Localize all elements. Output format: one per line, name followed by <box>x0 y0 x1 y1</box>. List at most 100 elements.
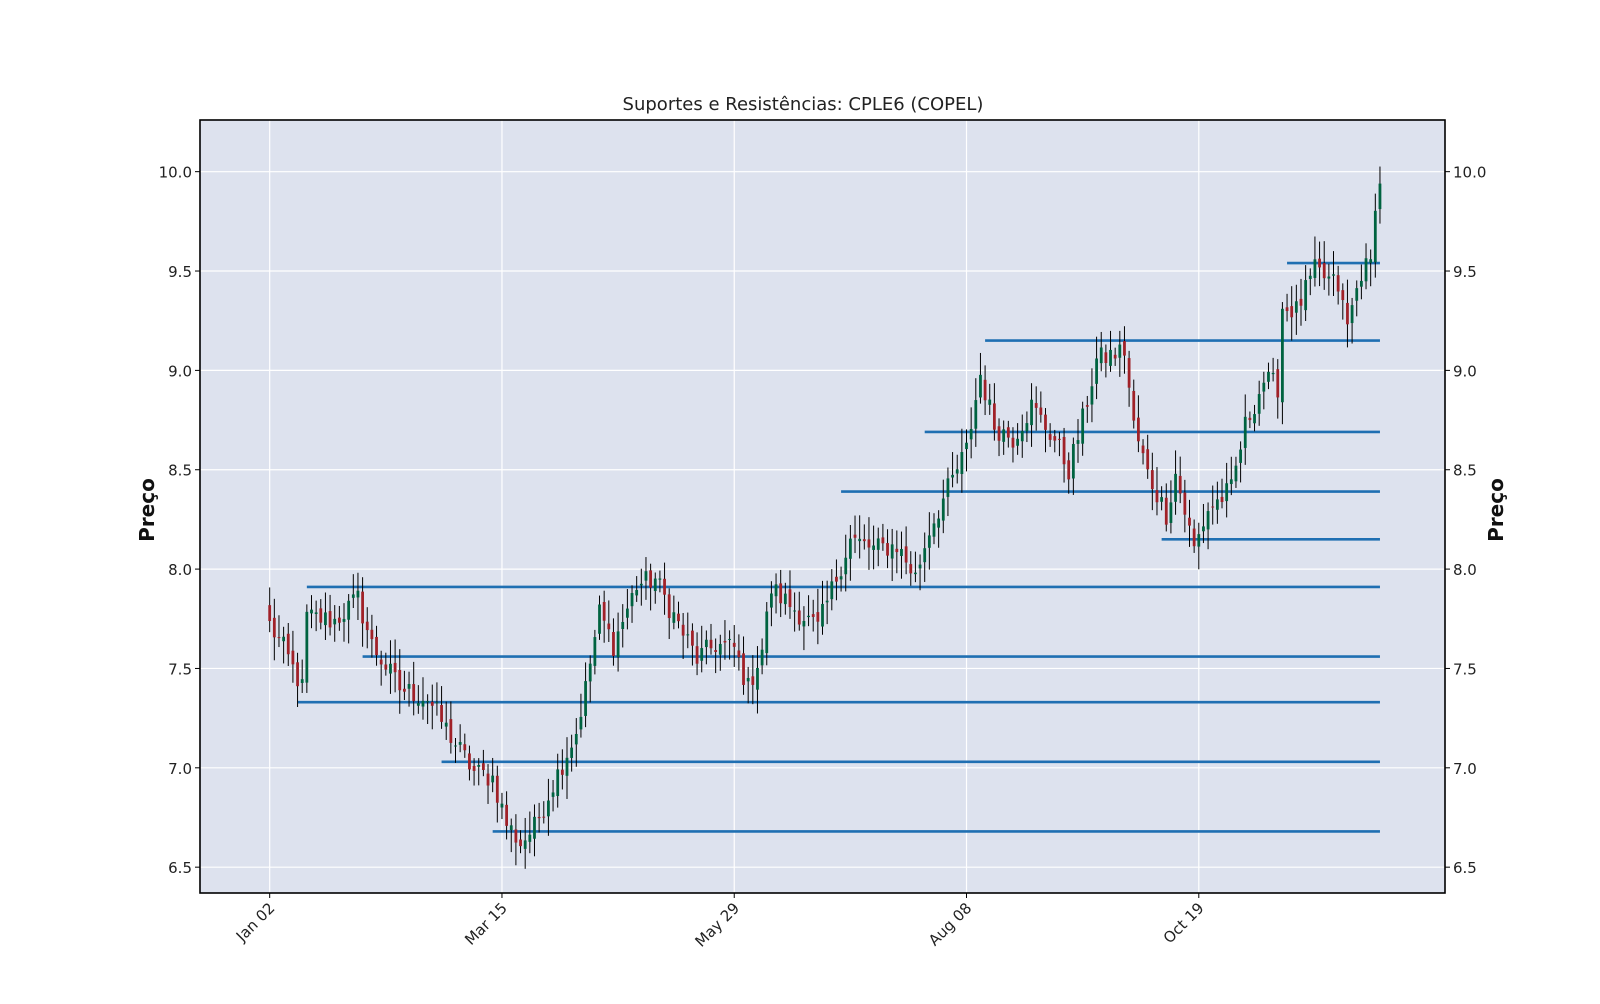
candle-body <box>914 572 917 575</box>
candle-body <box>435 702 439 704</box>
y-tick-label-right: 10.0 <box>1453 164 1486 182</box>
candle <box>519 830 522 854</box>
candle-body <box>1085 405 1089 407</box>
candle <box>1327 263 1331 296</box>
candle <box>384 652 388 676</box>
candle <box>686 612 690 649</box>
candle <box>718 634 722 671</box>
candle-body <box>547 800 550 817</box>
candle <box>1350 297 1354 344</box>
candle <box>1225 462 1229 518</box>
candle-body <box>904 546 908 563</box>
candle-body <box>737 650 741 658</box>
candle-body <box>988 399 992 405</box>
candle-body <box>612 632 615 657</box>
candle <box>1229 456 1233 496</box>
candle <box>1378 166 1382 224</box>
candle-body <box>974 400 978 429</box>
candle <box>1206 502 1210 550</box>
chart-title: Suportes e Resistências: CPLE6 (COPEL) <box>623 94 984 115</box>
candle <box>574 718 578 767</box>
candle-body <box>625 608 629 618</box>
candle-body <box>1081 408 1085 444</box>
candle <box>1006 420 1010 448</box>
candle <box>756 646 759 714</box>
candle <box>509 818 513 853</box>
candle-body <box>602 601 606 621</box>
candle-body <box>807 615 810 618</box>
candle <box>296 652 299 707</box>
candle-body <box>579 716 583 730</box>
candle <box>825 580 829 625</box>
candle-body <box>900 548 903 556</box>
candle <box>681 612 685 660</box>
candle-body <box>514 829 518 843</box>
candle-body <box>1262 382 1266 392</box>
candle <box>644 557 648 600</box>
candle <box>1039 391 1043 423</box>
candle-body <box>347 600 351 620</box>
candle <box>1290 286 1294 341</box>
candle-body <box>691 630 694 646</box>
y-tick-label-right: 8.0 <box>1453 561 1477 579</box>
candle <box>1150 452 1154 511</box>
candle <box>793 592 797 632</box>
candle-body <box>463 744 467 751</box>
candle-body <box>890 544 894 559</box>
candles <box>268 166 1382 869</box>
candle-body <box>356 590 360 598</box>
candle <box>979 352 982 404</box>
candle <box>807 595 810 627</box>
candle-body <box>1215 499 1219 510</box>
candle-body <box>533 816 536 839</box>
candle <box>1183 479 1187 533</box>
candle <box>1373 193 1377 278</box>
candle-body <box>848 538 852 559</box>
candle <box>463 733 467 758</box>
candle-body <box>398 669 402 691</box>
candle <box>1318 241 1321 287</box>
candle-body <box>588 663 592 682</box>
y-tick-label-left: 7.5 <box>168 660 192 678</box>
candle <box>1030 383 1033 447</box>
candle-body <box>444 722 448 727</box>
candle-body <box>830 581 834 600</box>
candle-body <box>681 624 685 636</box>
candle-body <box>1169 502 1173 523</box>
candle-body <box>639 583 643 586</box>
candle-body <box>365 621 369 631</box>
candle <box>1197 522 1201 570</box>
candle-body <box>969 428 973 440</box>
candle <box>1085 395 1089 423</box>
candle-body <box>1044 414 1047 430</box>
candle <box>1220 478 1224 509</box>
candle <box>965 429 968 472</box>
candle-body <box>1206 511 1210 530</box>
candle-body <box>1160 497 1164 502</box>
candle <box>1048 423 1052 447</box>
candle <box>1336 265 1340 305</box>
candle <box>742 636 745 695</box>
candle-body <box>1113 354 1117 359</box>
candle-body <box>319 608 323 623</box>
candle <box>1341 283 1345 320</box>
candle-body <box>839 576 843 580</box>
candle <box>839 566 843 592</box>
candle-body <box>621 621 625 629</box>
candle-body <box>1090 386 1094 405</box>
y-tick-label-right: 6.5 <box>1453 859 1477 877</box>
candle-body <box>723 640 727 643</box>
candle <box>593 629 597 675</box>
candle-body <box>384 664 388 670</box>
candle <box>1188 499 1191 547</box>
candle <box>1276 359 1280 419</box>
candle <box>1267 362 1270 390</box>
candle-body <box>663 578 666 595</box>
candle-body <box>300 679 304 683</box>
candle-body <box>965 442 968 450</box>
candle-body <box>570 747 574 758</box>
candle-body <box>458 742 462 745</box>
candle-body <box>876 538 880 550</box>
candle <box>277 615 281 648</box>
